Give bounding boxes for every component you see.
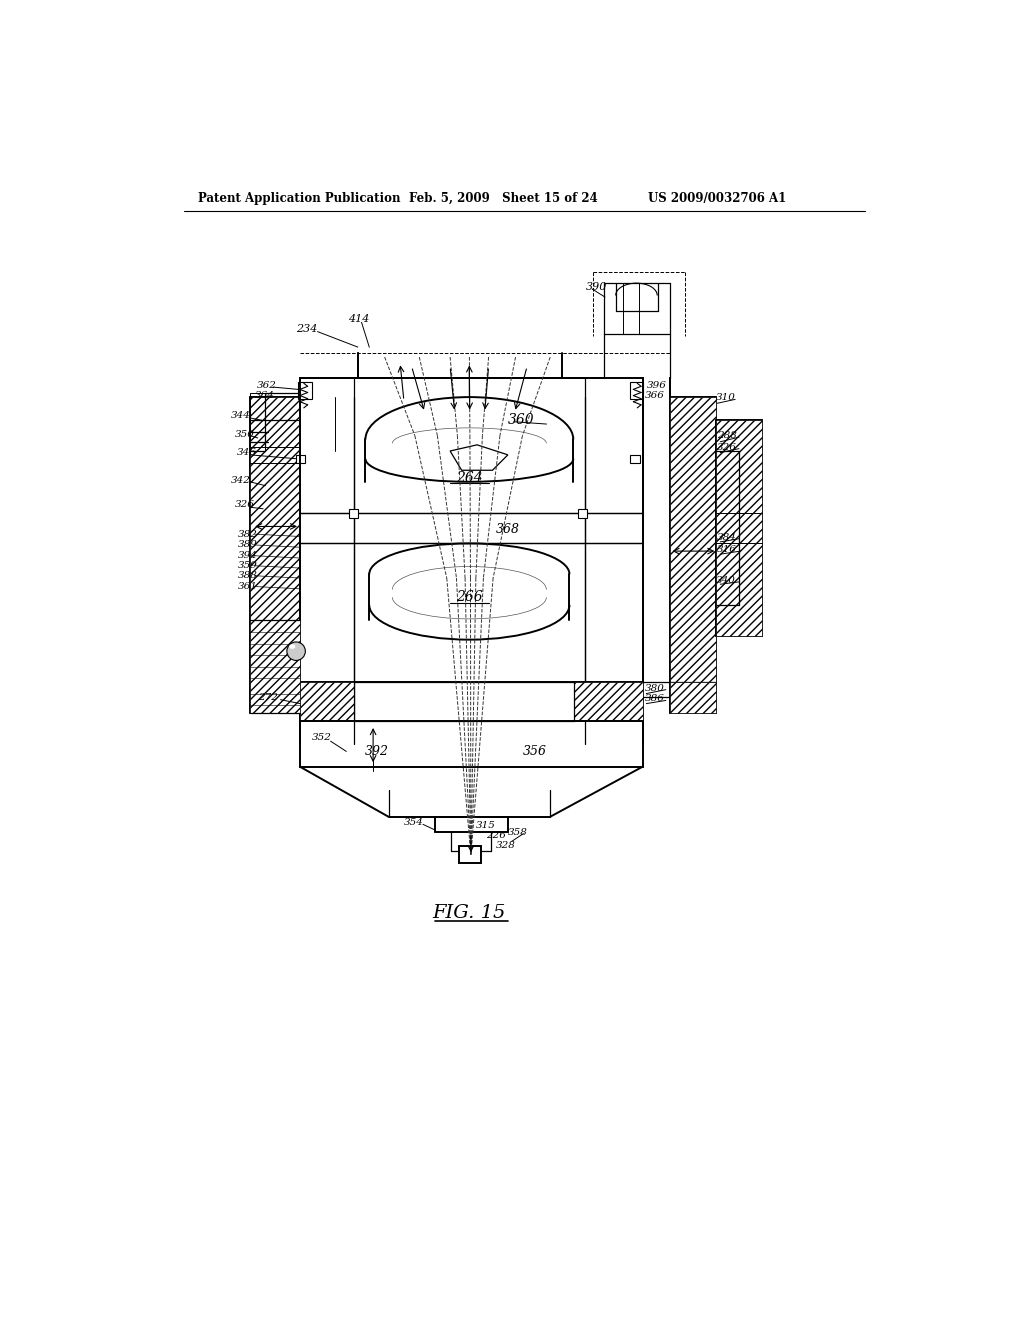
Text: 326: 326 (234, 500, 254, 510)
Bar (578, 508, 587, 517)
Text: 360: 360 (508, 413, 535, 428)
Bar (716, 420, 762, 636)
Text: 310: 310 (716, 392, 735, 401)
Text: 359: 359 (239, 561, 258, 570)
Text: 358: 358 (508, 828, 527, 837)
Text: FIG. 15: FIG. 15 (433, 904, 506, 921)
Bar (630, 381, 643, 399)
Text: 368: 368 (496, 523, 520, 536)
Text: 326: 326 (717, 442, 737, 451)
Bar (631, 455, 640, 462)
Bar (349, 508, 358, 517)
Ellipse shape (287, 642, 305, 660)
Text: 266: 266 (456, 590, 482, 605)
Text: 340: 340 (716, 576, 735, 585)
Bar (250, 620, 300, 713)
Text: 315: 315 (475, 821, 496, 830)
Text: 344: 344 (230, 411, 251, 420)
Bar (250, 393, 265, 451)
Bar (670, 397, 716, 713)
Text: 350: 350 (234, 429, 254, 438)
Bar (460, 846, 481, 863)
Bar (670, 682, 716, 713)
Text: 389: 389 (239, 540, 258, 549)
Text: Patent Application Publication: Patent Application Publication (199, 191, 400, 205)
Text: 388: 388 (239, 572, 258, 581)
Bar (250, 397, 300, 713)
Text: 396: 396 (646, 381, 667, 389)
Text: 384: 384 (717, 533, 737, 541)
Text: 356: 356 (523, 744, 547, 758)
Text: 361: 361 (239, 582, 258, 591)
Text: 272: 272 (258, 693, 278, 702)
Bar (298, 381, 312, 399)
Text: 346: 346 (237, 447, 257, 457)
Text: 364: 364 (255, 391, 275, 400)
Text: 316: 316 (717, 545, 737, 554)
Text: 354: 354 (403, 817, 424, 826)
Text: 328: 328 (497, 841, 516, 850)
Text: 342: 342 (230, 475, 251, 484)
Text: 362: 362 (257, 381, 276, 389)
Ellipse shape (289, 644, 295, 649)
Bar (574, 682, 643, 721)
Text: 392: 392 (365, 744, 389, 758)
Bar (300, 682, 354, 721)
Bar (296, 455, 305, 462)
Text: 366: 366 (645, 391, 665, 400)
Text: 234: 234 (296, 325, 317, 334)
Text: 414: 414 (348, 314, 370, 323)
Text: 386: 386 (645, 694, 665, 704)
Text: 352: 352 (311, 733, 332, 742)
Text: Feb. 5, 2009   Sheet 15 of 24: Feb. 5, 2009 Sheet 15 of 24 (410, 191, 598, 205)
Text: 390: 390 (586, 282, 607, 292)
Text: 288: 288 (717, 432, 737, 440)
Text: 380: 380 (645, 684, 665, 693)
Text: 226: 226 (486, 832, 506, 841)
Text: 394: 394 (239, 552, 258, 560)
Text: 264: 264 (456, 471, 482, 484)
Text: 382: 382 (239, 529, 258, 539)
Text: US 2009/0032706 A1: US 2009/0032706 A1 (648, 191, 786, 205)
